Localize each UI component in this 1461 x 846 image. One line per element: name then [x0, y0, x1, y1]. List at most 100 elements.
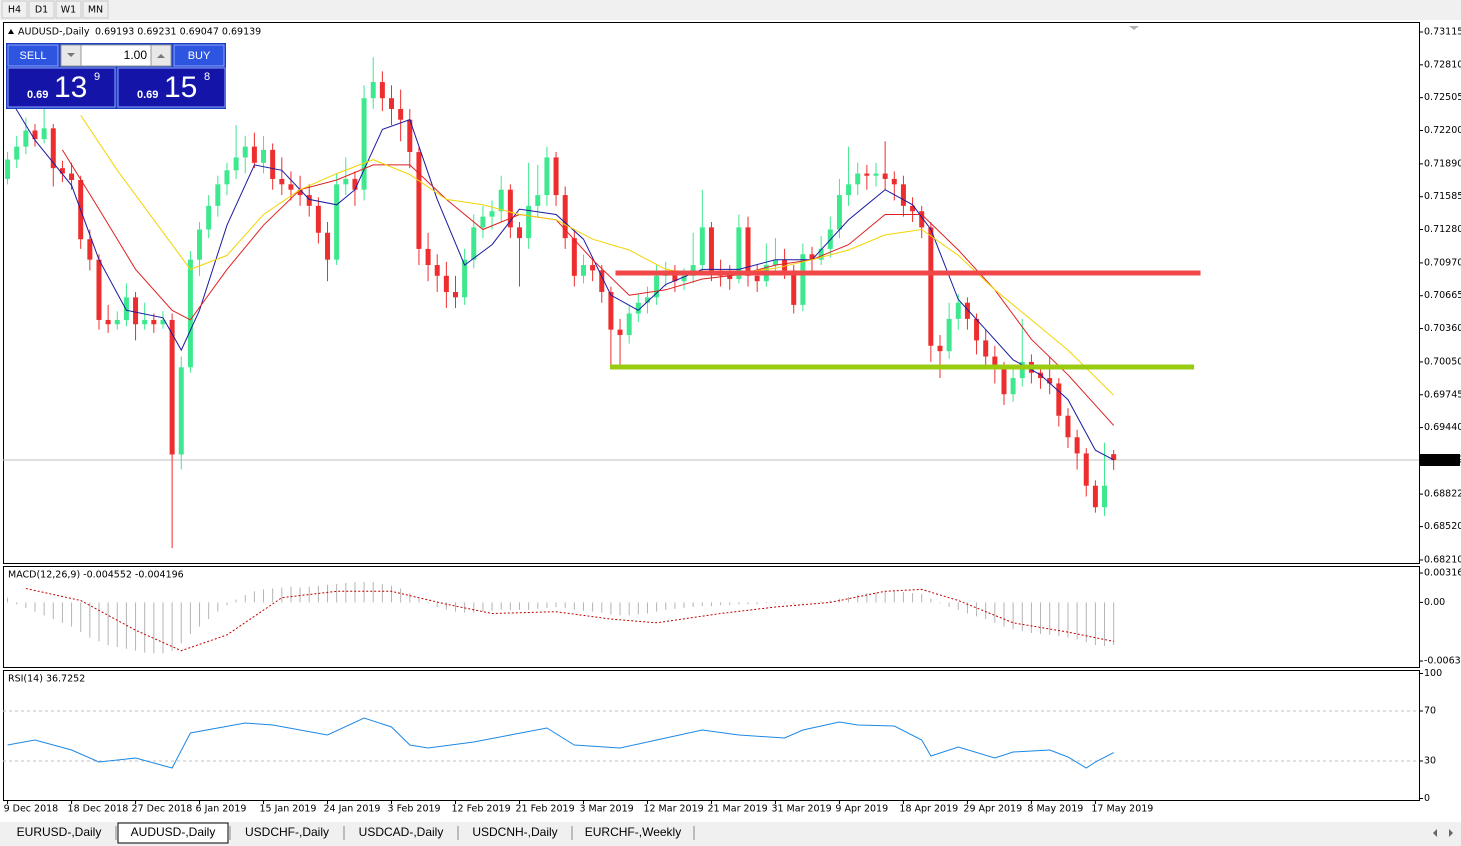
- candle-body: [800, 254, 806, 305]
- symbol-tab[interactable]: [117, 822, 229, 844]
- macd-bar: [866, 593, 868, 603]
- candle-body: [754, 275, 760, 282]
- candle-body: [782, 259, 788, 271]
- chart-title: AUDUSD-,Daily: [18, 27, 90, 38]
- symbol-tab[interactable]: [4, 823, 114, 843]
- macd-bar: [994, 602, 996, 623]
- y-tick-label: 0.72200: [1424, 125, 1461, 136]
- macd-bar: [107, 602, 109, 646]
- candle-body: [471, 227, 477, 260]
- macd-bar: [1085, 602, 1087, 643]
- buy-price-big: 15: [164, 71, 197, 104]
- symbol-tab-label[interactable]: EURUSD-,Daily: [17, 825, 102, 839]
- y-tick-label: 0.71280: [1424, 224, 1461, 235]
- x-tick-label: 18 Apr 2019: [899, 804, 958, 815]
- macd-bar: [263, 589, 265, 603]
- macd-bar: [665, 602, 667, 610]
- candle-body: [910, 205, 916, 212]
- symbol-tab[interactable]: [346, 823, 456, 843]
- y-tick-label: 0.71890: [1424, 158, 1461, 169]
- y-tick-label: 0.69440: [1424, 422, 1461, 433]
- macd-bar: [857, 594, 859, 603]
- candle-body: [379, 82, 385, 99]
- candle-body: [443, 275, 449, 292]
- macd-bar: [409, 593, 411, 603]
- macd-bar: [116, 602, 118, 647]
- x-tick-label: 12 Feb 2019: [451, 804, 510, 815]
- timeframe-button[interactable]: [55, 0, 82, 19]
- symbol-tab-label[interactable]: USDCAD-,Daily: [359, 825, 444, 839]
- candle-body: [32, 130, 38, 140]
- lot-value[interactable]: 1.00: [124, 48, 148, 62]
- sell-label[interactable]: SELL: [20, 50, 47, 62]
- candle-body: [571, 238, 577, 276]
- y-tick-label: 100: [1424, 668, 1442, 679]
- macd-bar: [153, 602, 155, 654]
- indicator-title: MACD(12,26,9) -0.004552 -0.004196: [8, 570, 184, 581]
- candle-body: [846, 184, 852, 196]
- symbol-tab-label[interactable]: USDCHF-,Daily: [245, 825, 329, 839]
- macd-bar: [1040, 602, 1042, 634]
- symbol-tab[interactable]: [232, 823, 342, 843]
- macd-bar: [299, 587, 301, 603]
- candle-body: [974, 318, 980, 341]
- macd-bar: [281, 587, 283, 603]
- macd-bar: [1021, 602, 1023, 632]
- sell-price-box[interactable]: [7, 67, 116, 108]
- macd-bar: [500, 602, 502, 610]
- timeframe-label[interactable]: D1: [35, 5, 48, 16]
- candle-body: [343, 178, 349, 185]
- macd-bar: [144, 602, 146, 653]
- candle-body: [1056, 383, 1062, 416]
- candle-body: [160, 319, 166, 325]
- buy-label[interactable]: BUY: [188, 50, 211, 62]
- symbol-tab-label[interactable]: EURCHF-,Weekly: [585, 825, 681, 839]
- y-tick-label: 0.70050: [1424, 356, 1461, 367]
- timeframe-button[interactable]: [28, 0, 55, 19]
- candle-body: [526, 205, 532, 239]
- macd-bar: [912, 593, 914, 603]
- tab-scroll-left[interactable]: [1433, 829, 1437, 837]
- macd-bar: [802, 602, 804, 604]
- tab-scroll-right[interactable]: [1449, 829, 1453, 837]
- candle-body: [1102, 485, 1108, 508]
- candle-body: [151, 319, 157, 325]
- candle-body: [855, 173, 861, 185]
- timeframe-label[interactable]: MN: [88, 5, 103, 16]
- timeframe-label[interactable]: W1: [61, 5, 76, 16]
- candle-body: [233, 157, 239, 171]
- y-tick-label: -0.006317: [1424, 656, 1461, 667]
- candle-body: [334, 184, 340, 260]
- timeframe-button[interactable]: [82, 0, 109, 19]
- macd-bar: [491, 602, 493, 611]
- candle-body: [1010, 378, 1016, 395]
- candle-body: [105, 319, 111, 325]
- x-tick-label: 9 Dec 2018: [4, 804, 59, 815]
- macd-bar: [829, 600, 831, 603]
- symbol-tab[interactable]: [574, 823, 692, 843]
- x-tick-label: 27 Dec 2018: [132, 804, 193, 815]
- macd-bar: [327, 584, 329, 603]
- candle-body: [1065, 415, 1071, 438]
- buy-button[interactable]: [173, 44, 225, 67]
- candle-body: [133, 297, 139, 325]
- symbol-tab-label[interactable]: AUDUSD-,Daily: [131, 825, 216, 839]
- macd-bar: [25, 602, 27, 608]
- x-tick-label: 31 Mar 2019: [771, 804, 831, 815]
- sell-button[interactable]: [7, 44, 59, 67]
- timeframe-label[interactable]: H4: [8, 5, 21, 16]
- timeframe-button[interactable]: [1, 0, 28, 19]
- candle-body: [626, 313, 632, 336]
- x-tick-label: 18 Dec 2018: [68, 804, 129, 815]
- candle-body: [325, 232, 331, 260]
- candle-body: [187, 259, 193, 368]
- candle-body: [873, 173, 879, 176]
- y-tick-label: 0.68520: [1424, 521, 1461, 532]
- symbol-tab[interactable]: [460, 823, 570, 843]
- symbol-tab-label[interactable]: USDCNH-,Daily: [472, 825, 557, 839]
- macd-bar: [738, 602, 740, 605]
- buy-price-box[interactable]: [117, 67, 226, 108]
- macd-bar: [646, 602, 648, 614]
- candle-body: [946, 318, 952, 352]
